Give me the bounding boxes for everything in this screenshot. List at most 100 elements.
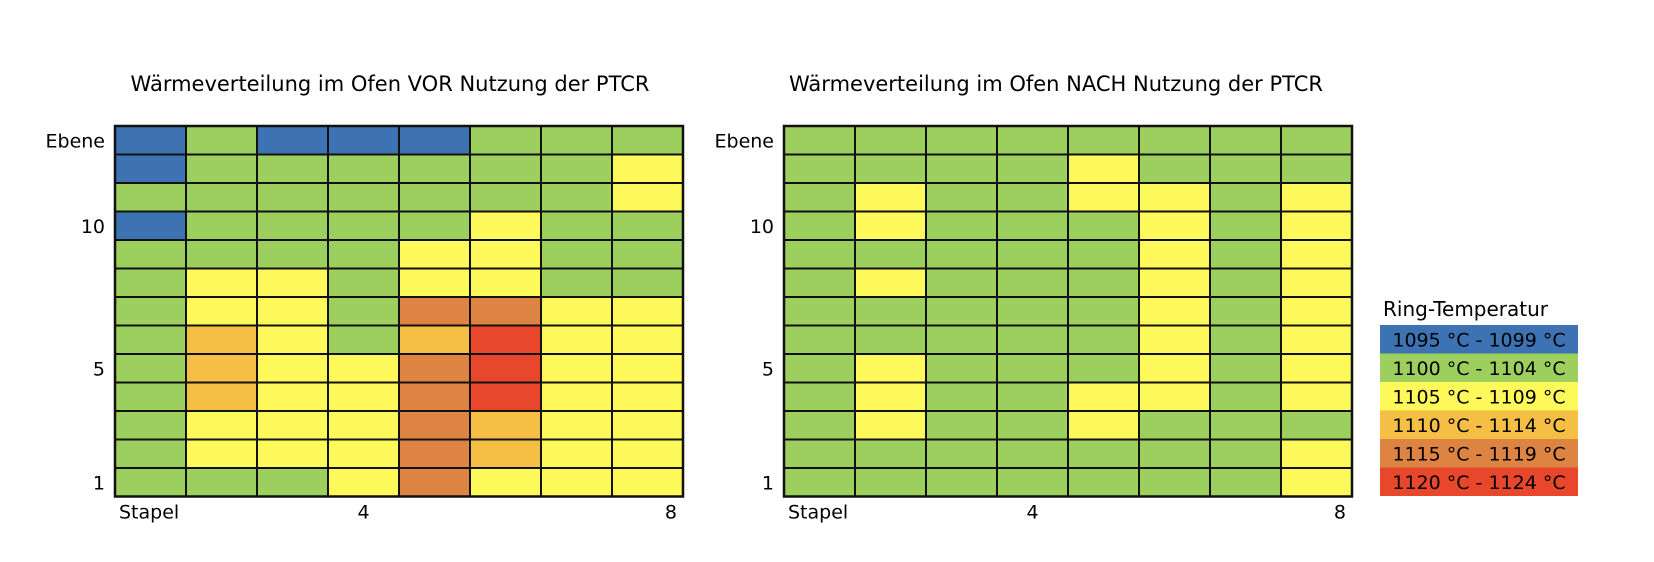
heatmap-cell	[469, 182, 542, 213]
heatmap-cell	[996, 210, 1069, 241]
legend-entry: 1120 °C - 1124 °C	[1380, 467, 1578, 496]
heatmap-cell	[256, 210, 329, 241]
heatmap-cell	[114, 438, 187, 469]
heatmap-cell	[256, 353, 329, 384]
heatmap-cell	[185, 267, 258, 298]
heatmap-after: Wärmeverteilung im Ofen NACH Nutzung der…	[715, 72, 1354, 524]
heatmap-cell	[783, 410, 856, 441]
heatmap-cell	[1067, 438, 1140, 469]
heatmap-cell	[1280, 438, 1353, 469]
y-axis-label: Ebene	[46, 130, 106, 152]
heatmap-cell	[114, 353, 187, 384]
heatmap-cell	[540, 210, 613, 241]
y-tick-label: 5	[93, 358, 105, 380]
heatmap-cell	[611, 125, 684, 156]
heatmap-cell	[185, 353, 258, 384]
heatmap-cell	[256, 438, 329, 469]
heatmap-cell	[925, 210, 998, 241]
heatmap-cell	[611, 267, 684, 298]
heatmap-cell	[1067, 381, 1140, 412]
heatmap-cell	[114, 267, 187, 298]
heatmap-cell	[469, 239, 542, 270]
heatmap-cell	[398, 353, 471, 384]
heatmap-cell	[469, 210, 542, 241]
heatmap-cell	[327, 324, 400, 355]
legend-swatch	[1380, 410, 1578, 439]
x-axis-label: Stapel	[119, 502, 179, 524]
heatmap-cell	[996, 467, 1069, 498]
heatmap-cell	[1280, 267, 1353, 298]
heatmap-cell	[114, 125, 187, 156]
heatmap-cell	[1209, 353, 1282, 384]
heatmap-cell	[540, 267, 613, 298]
legend-entry: 1095 °C - 1099 °C	[1380, 325, 1578, 354]
heatmap-cell	[398, 239, 471, 270]
heatmap-cell	[256, 467, 329, 498]
heatmap-cell	[1280, 353, 1353, 384]
heatmap-cell	[540, 125, 613, 156]
legend-label: 1115 °C - 1119 °C	[1392, 443, 1565, 465]
heatmap-cell	[783, 153, 856, 184]
heatmap-cell	[540, 467, 613, 498]
heatmap-cell	[854, 153, 927, 184]
heatmap-cell	[469, 324, 542, 355]
heatmap-cell	[996, 353, 1069, 384]
heatmap-cell	[1067, 267, 1140, 298]
heatmap-cell	[996, 381, 1069, 412]
heatmap-cell	[327, 381, 400, 412]
heatmap-cell	[398, 381, 471, 412]
heatmap-cell	[398, 153, 471, 184]
heatmap-cell	[469, 467, 542, 498]
heatmap-cell	[1067, 467, 1140, 498]
heatmap-cell	[925, 267, 998, 298]
legend-swatch	[1380, 382, 1578, 411]
heatmap-cell	[611, 239, 684, 270]
y-tick-label: 10	[750, 216, 774, 238]
heatmap-cell	[783, 239, 856, 270]
heatmap-cell	[327, 296, 400, 327]
heatmap-cell	[925, 324, 998, 355]
heatmap-cell	[1067, 239, 1140, 270]
heatmap-cell	[783, 324, 856, 355]
heatmap-cell	[398, 467, 471, 498]
heatmap-cell	[398, 210, 471, 241]
y-tick-label: 10	[81, 216, 105, 238]
legend-swatch	[1380, 325, 1578, 354]
heatmap-cell	[1280, 381, 1353, 412]
heatmap-cell	[611, 182, 684, 213]
heatmap-cell	[1280, 467, 1353, 498]
heatmap-cell	[398, 438, 471, 469]
heatmap-cell	[398, 182, 471, 213]
heatmap-frame	[113, 124, 685, 498]
heatmap-cell	[1067, 296, 1140, 327]
heatmap-cell	[925, 467, 998, 498]
heatmap-cell	[327, 153, 400, 184]
ticks-after: Ebene 10 5 1 Stapel 4 8	[715, 130, 1347, 523]
heatmap-cell	[1067, 210, 1140, 241]
heatmap-cell	[1138, 353, 1211, 384]
heatmap-cell	[1209, 125, 1282, 156]
heatmap-cell	[925, 353, 998, 384]
heatmap-cell	[854, 296, 927, 327]
legend-entry: 1105 °C - 1109 °C	[1380, 382, 1578, 411]
heatmap-cell	[854, 410, 927, 441]
heatmap-cell	[854, 324, 927, 355]
heatmap-cell	[1138, 381, 1211, 412]
heatmap-cell	[327, 438, 400, 469]
heatmap-cell	[783, 381, 856, 412]
heatmap-cell	[1067, 353, 1140, 384]
heatmap-cell	[1280, 210, 1353, 241]
x-tick-label: 8	[1334, 502, 1346, 524]
heatmap-cell	[854, 239, 927, 270]
heatmap-cell	[327, 267, 400, 298]
heatmap-cell	[398, 296, 471, 327]
heatmap-cell	[611, 353, 684, 384]
legend-swatch	[1380, 467, 1578, 496]
heatmap-cell	[1209, 267, 1282, 298]
legend-entries: 1095 °C - 1099 °C 1100 °C - 1104 °C 1105 °…	[1380, 325, 1578, 496]
y-tick-label: 1	[762, 472, 774, 494]
legend-title: Ring-Temperatur	[1383, 297, 1549, 321]
heatmap-cell	[1067, 182, 1140, 213]
heatmap-cell	[1280, 125, 1353, 156]
heatmap-cell	[256, 267, 329, 298]
